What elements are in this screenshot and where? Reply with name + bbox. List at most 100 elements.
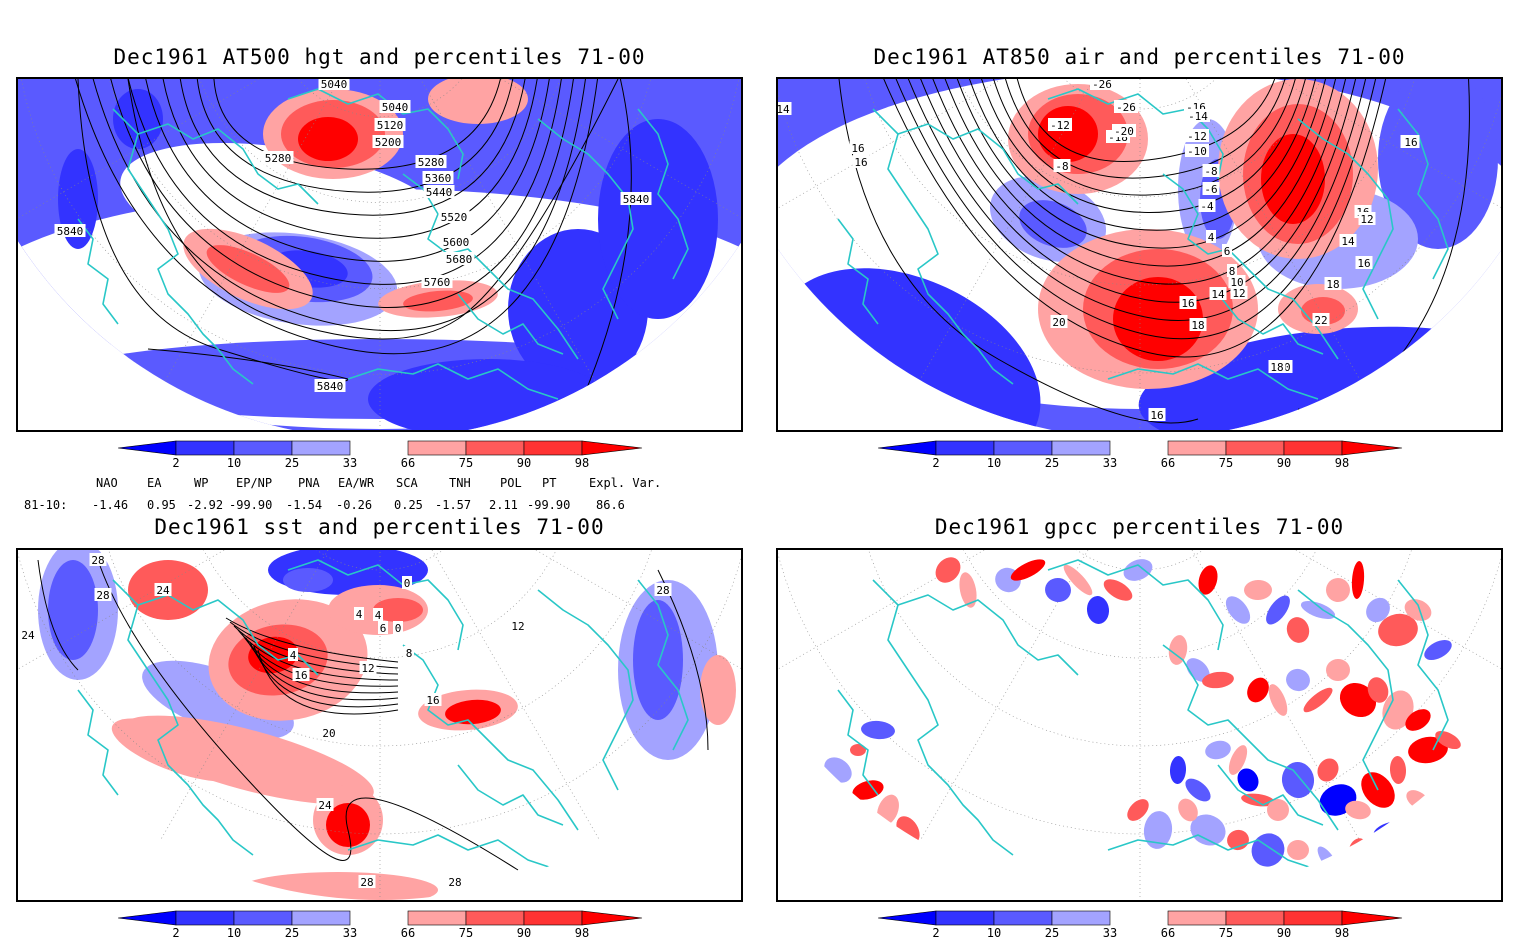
coastline <box>1162 644 1339 831</box>
contour-label: -4 <box>1200 200 1214 213</box>
contour-label: 5840 <box>317 380 344 393</box>
colorbar-label: 75 <box>1218 926 1234 940</box>
anomaly-shading <box>1408 736 1448 764</box>
contour-label-bg <box>1202 164 1220 177</box>
colorbar-segment <box>581 440 643 456</box>
index-header: PT <box>542 476 557 490</box>
contour-label-bg <box>1185 144 1209 157</box>
contour-line <box>925 79 1351 285</box>
contour-label: 0 <box>395 622 402 635</box>
contour-label: 28 <box>91 554 104 567</box>
contour-line <box>887 79 1381 340</box>
graticule-line <box>1029 79 1251 110</box>
colorbar-segment <box>291 910 351 926</box>
colorbar-label: 2 <box>172 456 180 470</box>
colorbar-segment <box>175 440 235 456</box>
contour-label: 20 <box>322 727 335 740</box>
contour-label: 28 <box>656 584 669 597</box>
anomaly-shading <box>1281 762 1315 798</box>
coastline <box>837 218 879 325</box>
contour-label-bg <box>1198 199 1216 212</box>
colorbar-label: 10 <box>986 926 1002 940</box>
contour-label-bg <box>19 628 37 641</box>
contour-line <box>257 649 399 715</box>
contour-line <box>950 79 1331 249</box>
colorbar-segment <box>1167 910 1227 926</box>
contour-label: 16 <box>1181 297 1194 310</box>
contour-line <box>1012 79 1281 162</box>
colorbar-segment <box>523 910 583 926</box>
anomaly-shading <box>1019 200 1087 248</box>
coastline <box>637 579 689 751</box>
anomaly-shading <box>1198 565 1218 595</box>
colorbar-segment <box>581 910 643 926</box>
anomaly-shading <box>1317 758 1339 782</box>
contour-label: 16 <box>1357 257 1370 270</box>
contour-label-bg <box>1206 230 1216 243</box>
colorbar-segment <box>523 440 583 456</box>
contour-label-bg <box>354 607 364 620</box>
contour-label-bg <box>1268 360 1286 373</box>
contour-label-bg <box>1202 182 1220 195</box>
index-header: SCA <box>396 476 418 490</box>
index-value: -99.90 <box>229 498 273 512</box>
anomaly-shading <box>1367 677 1389 703</box>
anomaly-shading <box>1286 617 1310 643</box>
index-header: POL <box>500 476 522 490</box>
contour-label-bg <box>1185 129 1209 142</box>
contour-label-bg <box>1050 315 1068 328</box>
anomaly-shading <box>1185 778 1211 802</box>
contour-label-bg <box>314 379 346 392</box>
colorbar-segment <box>465 910 525 926</box>
colorbar-label: 33 <box>1102 926 1118 940</box>
contour-label: 5760 <box>424 276 451 289</box>
colorbar-hgt500: 2 10 25 33 66 75 90 98 <box>117 440 644 472</box>
contour-label: 5040 <box>382 101 409 114</box>
colorbar-label: 25 <box>284 926 300 940</box>
contour-label-bg <box>320 726 338 739</box>
coastline <box>537 589 634 791</box>
contour-label: -12 <box>1050 119 1070 132</box>
index-value: -1.54 <box>286 498 323 512</box>
contour-label: 16 <box>854 156 867 169</box>
contour-label: -10 <box>1187 145 1207 158</box>
panel-title-sst: Dec1961 sst and percentiles 71-00 <box>154 515 605 539</box>
contour-label: 16 <box>294 669 307 682</box>
colorbar-segment <box>1283 910 1343 926</box>
anomaly-shading <box>1382 690 1414 730</box>
contour-line <box>159 79 541 239</box>
anomaly-shading <box>852 780 884 800</box>
contour-label: -20 <box>1114 125 1134 138</box>
colorbar-label: 25 <box>1044 456 1060 470</box>
anomaly-shading <box>1267 799 1289 821</box>
index-header: EP/NP <box>236 476 273 490</box>
anomaly-shading <box>113 89 163 149</box>
contour-label: -6 <box>1204 183 1217 196</box>
colorbar-segment <box>291 440 351 456</box>
anomaly-shading <box>298 117 358 161</box>
contour-label-bg <box>1324 277 1342 290</box>
contour-label-bg <box>1112 124 1136 137</box>
contour-label: 24 <box>156 584 170 597</box>
contour-label-bg <box>316 798 334 811</box>
contour-label: 16 <box>426 694 439 707</box>
anomaly-shading <box>1169 756 1187 784</box>
contour-label-bg <box>402 576 412 589</box>
colorbar-segment <box>407 440 467 456</box>
anomaly-shading <box>1389 756 1407 784</box>
contour-label-bg <box>852 155 870 168</box>
anomaly-shading <box>1244 579 1272 601</box>
anomaly-shading <box>1086 596 1110 624</box>
contour-label: 6 <box>1224 245 1231 258</box>
anomaly-shading <box>1404 599 1432 621</box>
colorbar-label: 25 <box>1044 926 1060 940</box>
contour-label: 4 <box>356 608 363 621</box>
anomaly-shading <box>1366 597 1390 623</box>
contour-label: 5280 <box>418 156 445 169</box>
contour-label: 22 <box>1314 314 1327 327</box>
coastline <box>1217 764 1324 826</box>
contour-label-bg <box>422 171 454 184</box>
contour-label-bg <box>509 619 527 632</box>
index-header: PNA <box>298 476 320 490</box>
colorbar-segment <box>1167 440 1227 456</box>
